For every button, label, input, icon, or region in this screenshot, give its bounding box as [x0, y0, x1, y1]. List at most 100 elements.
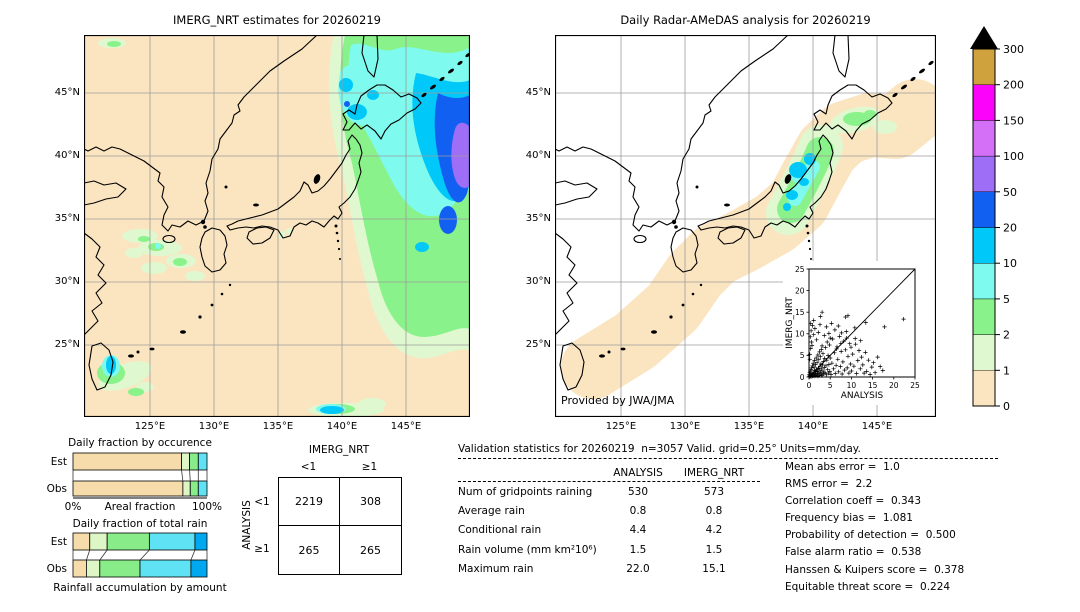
colorbar-tick-label: 20	[1003, 222, 1017, 235]
scatter-point	[852, 325, 857, 330]
lon-tick-label: 145°E	[390, 421, 422, 432]
colorbar-segment	[972, 155, 996, 193]
scatter-point	[826, 331, 831, 336]
scatter-point	[829, 321, 834, 326]
colorbar-tick-label: 200	[1003, 79, 1024, 92]
scatter-point	[838, 364, 843, 369]
scatter-point	[819, 347, 824, 352]
scatter-point	[866, 358, 871, 363]
scatter-point	[817, 322, 823, 327]
scatter-point	[839, 330, 844, 335]
inset-tick-label: 25	[910, 381, 920, 390]
validation-row: Num of gridpoints raining 530 573	[458, 482, 760, 501]
scatter-point	[843, 347, 848, 352]
scatter-point	[809, 343, 815, 348]
scatter-point	[855, 358, 860, 363]
scatter-point	[811, 332, 816, 337]
scatter-point	[807, 357, 812, 362]
contingency-row-label: ≥1	[254, 543, 270, 555]
bar-segment	[189, 480, 199, 497]
scatter-point	[831, 366, 836, 371]
scatter-point	[820, 310, 825, 315]
scatter-point	[827, 342, 832, 348]
bar-segment	[182, 480, 191, 497]
column-header: IMERG_NRT	[683, 466, 745, 479]
contingency-col-title: IMERG_NRT	[308, 444, 370, 456]
contingency-cell: 2219	[279, 478, 340, 526]
scatter-point	[816, 357, 821, 362]
scatter-point	[818, 370, 823, 375]
colorbar-segment	[972, 191, 996, 228]
colorbar-segment	[972, 120, 996, 157]
scatter-point	[882, 324, 887, 329]
stat-value-imerg: 0.8	[705, 505, 723, 518]
scatter-point	[826, 362, 831, 367]
scatter-point	[812, 365, 817, 370]
scatter-point	[844, 336, 849, 341]
scatter-point	[809, 367, 814, 372]
provider-credit: Provided by JWA/JMA	[561, 394, 675, 407]
scatter-point	[811, 361, 816, 366]
colorbar-tick-label: 5	[1003, 293, 1010, 306]
bar-segment	[72, 480, 184, 497]
lat-tick-label: 25°N	[54, 339, 80, 350]
scatter-point	[859, 355, 864, 360]
lat-tick-label: 25°N	[525, 339, 551, 350]
lon-tick-label: 140°E	[326, 421, 358, 432]
colorbar-tick-label: 10	[1003, 257, 1017, 270]
scatter-point	[851, 364, 856, 369]
scatter-point	[862, 371, 867, 376]
axis-label: 100%	[192, 501, 222, 513]
lat-tick-label: 35°N	[54, 213, 80, 224]
scatter-point	[815, 352, 820, 358]
scatter-point	[810, 323, 815, 328]
inset-xlabel: ANALYSIS	[841, 391, 884, 401]
bar-segment	[106, 532, 150, 551]
scatter-point	[811, 318, 816, 323]
colorbar-tick-label: 50	[1003, 186, 1017, 199]
colorbar-tick-label: 0	[1003, 400, 1010, 413]
connector-line	[181, 469, 184, 482]
lon-tick-label: 125°E	[134, 421, 166, 432]
scatter-point	[816, 330, 821, 335]
scatter-point	[822, 356, 827, 361]
scatter-point	[814, 337, 819, 342]
contingency-cell: 308	[340, 478, 401, 526]
scatter-point	[873, 370, 878, 375]
colorbar: 0 1 2 5 10 20 50 100 150 200 300	[970, 26, 1024, 413]
scatter-point	[858, 366, 863, 371]
scatter-point	[809, 328, 814, 333]
scatter-point	[829, 361, 834, 366]
scatter-point	[833, 371, 838, 376]
scatter-point	[808, 346, 813, 351]
validation-metrics: Mean abs error = 1.0 RMS error = 2.2 Corre…	[785, 461, 1075, 598]
scatter-point	[853, 342, 858, 347]
scatter-point	[839, 349, 844, 354]
stat-value-analysis: 0.8	[629, 505, 647, 518]
scatter-point	[812, 326, 817, 331]
bar-segment	[72, 452, 182, 471]
bar-segment	[72, 559, 87, 578]
colorbar-tick-label: 100	[1003, 150, 1024, 163]
contingency-table: 2219 308 265 265	[278, 477, 402, 575]
scatter-point	[819, 366, 824, 371]
scatter-point	[901, 317, 906, 322]
validation-row: Average rain 0.8 0.8	[458, 501, 760, 520]
chart-title: Daily fraction of total rain	[73, 518, 208, 530]
overflow-arrow-icon	[970, 26, 998, 49]
stat-value-analysis: 4.4	[629, 524, 647, 537]
stat-value-imerg: 15.1	[702, 563, 726, 576]
scatter-point	[820, 373, 825, 378]
stat-value-imerg: 573	[703, 485, 725, 498]
scatter-point	[828, 355, 833, 361]
bar-segment	[86, 559, 101, 578]
scatter-point	[869, 365, 874, 370]
scatter-point	[854, 371, 859, 376]
connector-line	[190, 549, 196, 561]
map-border	[84, 35, 470, 417]
row-label: Obs	[47, 563, 67, 575]
scatter-point	[808, 334, 813, 339]
colorbar-tick-label: 2	[1003, 329, 1010, 342]
scatter-point	[828, 372, 834, 377]
